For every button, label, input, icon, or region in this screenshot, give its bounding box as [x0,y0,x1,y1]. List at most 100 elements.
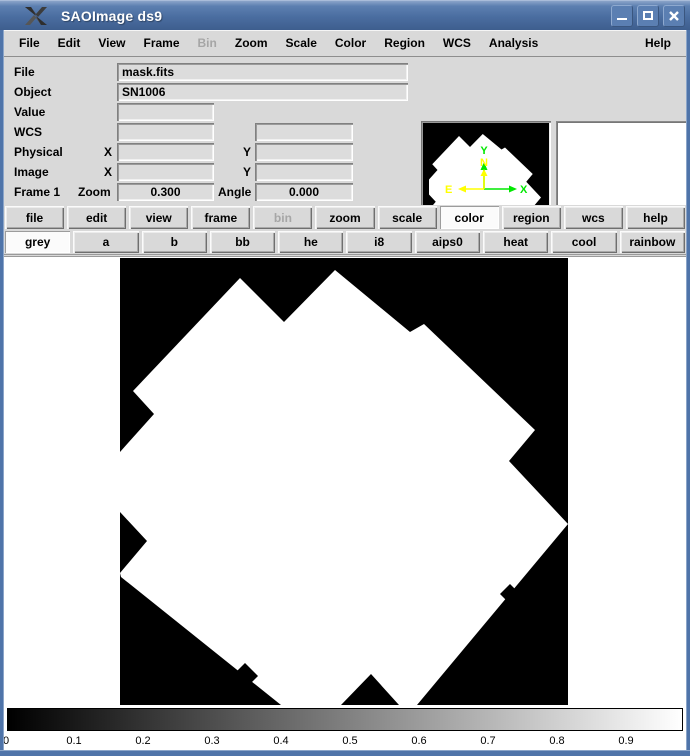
minimize-icon [617,12,627,20]
section-button-file[interactable]: file [5,206,65,229]
display-area [4,256,686,706]
physical-x-label: X [104,145,113,159]
info-panel: File mask.fits Object SN1006 Value WCS P… [4,57,690,254]
section-button-scale[interactable]: scale [377,206,437,229]
colorbar-tick: 0.5 [342,735,358,747]
wcs-field-2[interactable] [255,123,353,141]
section-button-edit[interactable]: edit [67,206,127,229]
colormap-button-aips0[interactable]: aips0 [414,231,481,253]
colorbar-tick: 0.8 [549,735,565,747]
window-border-left [0,30,4,756]
image-x-field[interactable] [117,163,214,181]
compass-e-arrow-icon [458,185,466,193]
maximize-icon [643,11,653,20]
menu-file[interactable]: File [19,36,40,50]
colormap-button-cool[interactable]: cool [551,231,617,253]
info-row-object: Object SN1006 [4,83,416,103]
angle-field[interactable]: 0.000 [255,183,353,201]
file-field[interactable]: mask.fits [117,63,408,81]
titlebar[interactable]: SAOImage ds9 [0,0,690,30]
minimize-button[interactable] [611,4,633,27]
colorbar-tick: 0.7 [480,735,496,747]
compass-x-label: X [520,184,528,196]
colorbar-tick: 0.6 [411,735,427,747]
colorbar: 0 0.1 0.2 0.3 0.4 0.5 0.6 0.7 0.8 0.9 [2,706,686,750]
colormap-button-heat[interactable]: heat [483,231,549,253]
colorbar-tick: 0.9 [618,735,634,747]
sections-toolbar: file edit view frame bin zoom scale colo… [4,205,686,230]
window-border-right [686,30,690,756]
colormap-button-i8[interactable]: i8 [346,231,412,253]
compass-x-arrow-icon [509,185,517,193]
image-y-label: Y [243,165,252,179]
file-label: File [14,65,35,79]
wcs-label: WCS [14,125,42,139]
section-button-view[interactable]: view [129,206,189,229]
physical-y-field[interactable] [255,143,353,161]
info-row-image: Image X Y [4,163,416,183]
section-button-region[interactable]: region [501,206,561,229]
menubar: File Edit View Frame Bin Zoom Scale Colo… [4,30,686,57]
colormap-button-he[interactable]: he [278,231,344,253]
colormap-button-grey[interactable]: grey [5,231,71,253]
menu-analysis[interactable]: Analysis [488,36,539,50]
compass-y-arrow-icon [480,162,488,170]
colorbar-gradient[interactable] [7,708,683,731]
menu-wcs[interactable]: WCS [442,36,471,50]
compass-n-label: N [480,157,488,169]
section-button-frame[interactable]: frame [191,206,251,229]
colormap-button-b[interactable]: b [141,231,207,253]
physical-x-field[interactable] [117,143,214,161]
x11-logo-icon [25,6,47,25]
menu-region[interactable]: Region [384,36,425,50]
fits-image [120,270,568,705]
object-field[interactable]: SN1006 [117,83,408,101]
colormap-button-a[interactable]: a [73,231,139,253]
section-button-help[interactable]: help [625,206,686,229]
compass-n-arrow-icon [480,169,488,176]
menu-view[interactable]: View [98,36,126,50]
info-row-physical: Physical X Y [4,143,416,163]
window-border-bottom [0,750,690,756]
menu-edit[interactable]: Edit [57,36,81,50]
maximize-button[interactable] [637,4,659,27]
menu-zoom[interactable]: Zoom [234,36,268,50]
image-canvas[interactable] [120,258,568,705]
close-button[interactable] [663,4,685,27]
close-icon [669,10,679,21]
colorbar-tick: 0.4 [273,735,289,747]
physical-y-label: Y [243,145,252,159]
section-button-color[interactable]: color [439,206,499,229]
menu-scale[interactable]: Scale [285,36,317,50]
colorbar-tick: 0.3 [204,735,220,747]
menu-help[interactable]: Help [644,36,671,50]
section-button-bin: bin [253,206,313,229]
colormap-button-bb[interactable]: bb [209,231,276,253]
colorbar-tick: 0.2 [135,735,151,747]
info-row-value: Value [4,103,416,123]
zoom-field[interactable]: 0.300 [117,183,214,201]
object-label: Object [14,85,52,99]
zoom-label: Zoom [78,185,111,199]
info-row-wcs: WCS [4,123,416,143]
compass-e-label: E [445,184,452,196]
info-row-frame: Frame 1 Zoom 0.300 Angle 0.000 [4,183,416,203]
mask-notch-1 [232,663,258,689]
colorbar-tick: 0 [2,735,10,747]
menu-frame[interactable]: Frame [143,36,180,50]
compass-y-label: Y [480,145,488,157]
menu-color[interactable]: Color [334,36,367,50]
value-field[interactable] [117,103,214,121]
angle-label: Angle [218,185,252,199]
colormap-button-rainbow[interactable]: rainbow [619,231,685,253]
mask-notch-2 [500,584,520,604]
window-title: SAOImage ds9 [61,7,163,24]
value-label: Value [14,105,46,119]
panner-compass: Y X N E [445,145,528,196]
colormap-toolbar: grey a b bb he i8 aips0 heat cool rainbo… [4,230,686,255]
section-button-wcs[interactable]: wcs [563,206,623,229]
image-y-field[interactable] [255,163,353,181]
section-button-zoom[interactable]: zoom [315,206,375,229]
wcs-field-1[interactable] [117,123,214,141]
